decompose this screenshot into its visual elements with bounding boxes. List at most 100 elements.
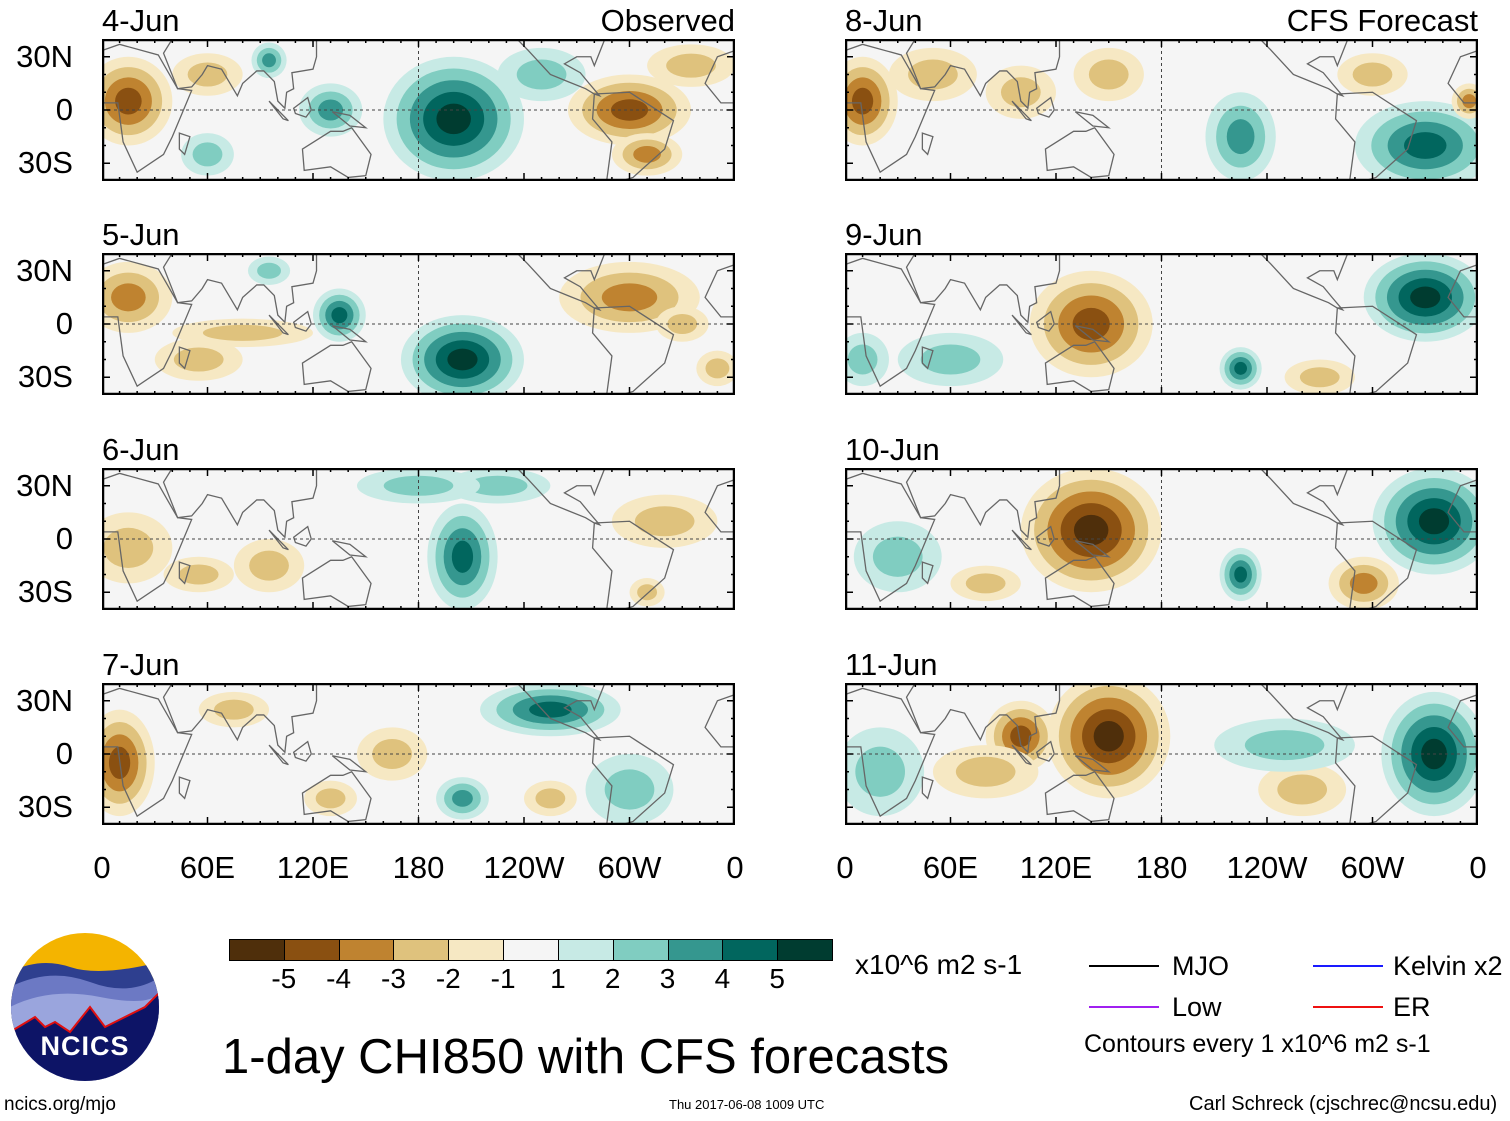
divergence-contour [1352,62,1393,87]
divergence-contour [535,788,566,809]
coastline [1259,253,1349,312]
colorbar-label: 3 [659,963,676,994]
convergence-contour [383,475,454,496]
coastline [1074,111,1111,129]
coastline [905,468,1061,539]
coastline [1074,755,1111,773]
coastline [331,540,368,558]
y-tick-label: 30S [17,359,73,395]
x-tick-label: 60W [1340,850,1405,885]
coastline [292,96,312,118]
coastline [102,687,193,818]
ncics-logo: NCICS [11,933,159,1081]
convergence-contour [436,103,471,135]
coastline [905,253,1061,324]
convergence-contour [1234,361,1248,375]
map-panel [102,683,735,825]
colorbar-swatch [612,939,670,961]
y-tick-label: 30N [16,252,73,288]
anomaly-shading [102,683,674,825]
coastline [162,683,318,754]
legend-label-kelvin: Kelvin x2 [1393,951,1503,981]
map-panel [102,468,735,610]
convergence-contour [1418,508,1450,535]
divergence-contour [202,324,283,341]
x-tick-label: 60E [922,850,979,885]
colorbar-swatch [448,939,505,961]
coastline [1035,525,1055,547]
colorbar-swatch [557,939,615,961]
convergence-contour [1234,566,1248,583]
y-tick-label: 30S [17,145,73,181]
panel-frame [102,468,735,610]
coastline [178,132,191,156]
divergence-contour [1349,572,1378,594]
divergence-contour [103,527,154,568]
legend-line-low [1089,1006,1159,1008]
author-credit: Carl Schreck (cjschrec@ncsu.edu) [1189,1093,1498,1115]
anomaly-shading [845,47,1478,181]
x-tick-label: 60E [179,850,236,885]
x-tick-label: 120W [483,850,565,885]
divergence-contour [249,550,289,581]
convergence-contour [1410,286,1441,309]
coastline [1259,683,1349,742]
divergence-contour [111,283,146,312]
x-tick-label: 0 [726,850,744,885]
colorbar-label: -2 [435,963,461,994]
divergence-contour [908,59,958,90]
coastline [331,111,368,129]
convergence-contour [451,540,474,573]
x-tick-label: 0 [93,850,111,885]
coastline [1035,96,1055,118]
convergence-contour [604,769,655,810]
divergence-contour [1088,59,1129,90]
coastline [1044,770,1115,823]
colorbar-label: 2 [604,963,621,994]
convergence-contour [331,307,348,324]
coastline [516,468,606,527]
website-link[interactable]: ncics.org/mjo [4,1094,116,1115]
x-tick-label: 180 [392,850,445,885]
map-panel [102,39,735,181]
divergence-contour [115,87,142,115]
coastline [921,776,934,800]
coastline [921,346,934,370]
coastline [331,325,368,343]
coastline [905,39,1061,110]
coastline [516,39,606,98]
map-panel [845,253,1478,395]
x-tick-label: 180 [1135,850,1188,885]
coastline [1044,555,1115,608]
coastline [178,776,191,800]
convergence-contour [1226,119,1255,155]
colorbar-label: 5 [769,963,785,994]
coastline [162,253,318,324]
x-tick-label: 60W [597,850,662,885]
coastline [921,561,934,585]
divergence-contour [1277,774,1328,805]
convergence-contour [872,536,923,577]
y-tick-label: 0 [55,92,73,127]
legend-label-mjo: MJO [1172,951,1229,981]
coastline [921,132,934,156]
coastline [845,472,936,603]
x-tick-label: 120E [1019,850,1093,885]
legend-line-kelvin [1313,965,1383,967]
map-panel [845,683,1478,825]
x-tick-label: 120W [1226,850,1308,885]
panel-frame [102,253,735,395]
convergence-contour [516,59,567,90]
contour-note: Contours every 1 x10^6 m2 s-1 [1084,1030,1431,1058]
divergence-contour [315,788,346,809]
convergence-contour [192,142,223,167]
column-title: Observed [600,3,735,38]
coastline [845,43,936,174]
divergence-contour [601,283,658,312]
x-tick-label: 0 [1469,850,1487,885]
coastline [301,340,372,393]
colorbar-swatch [229,939,286,961]
coastline [292,310,312,332]
coastline [1035,310,1055,332]
map-panel [102,253,735,395]
